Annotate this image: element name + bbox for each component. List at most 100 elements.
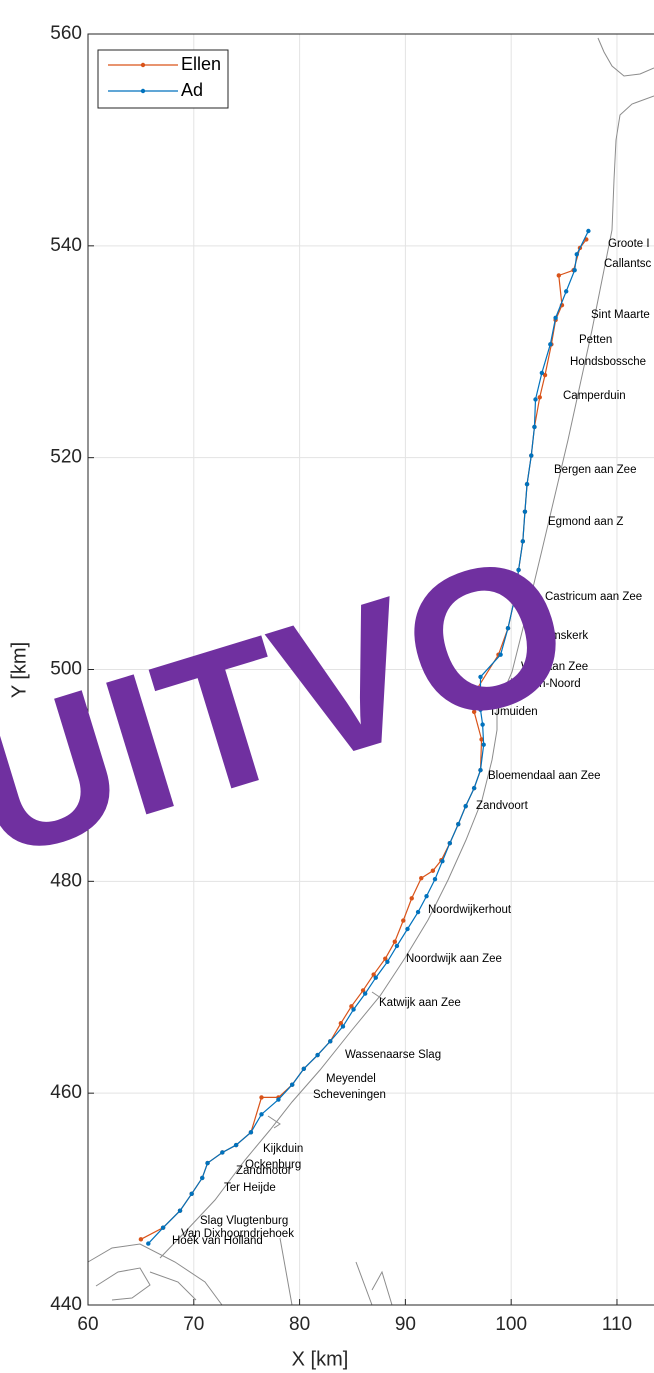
series-point bbox=[533, 397, 538, 402]
series-point bbox=[394, 943, 400, 949]
place-label: Callantsc bbox=[604, 258, 652, 270]
series-point bbox=[572, 267, 577, 273]
series-point bbox=[440, 859, 445, 864]
y-tick-label: 480 bbox=[50, 870, 82, 891]
x-tick-label: 70 bbox=[183, 1314, 204, 1335]
series-point bbox=[200, 1175, 205, 1181]
legend-box bbox=[97, 49, 229, 109]
legend: Ellen Ad bbox=[97, 49, 229, 109]
series-point bbox=[338, 1021, 344, 1026]
series-point bbox=[574, 252, 579, 257]
place-label: Wijk aan Zee bbox=[521, 661, 588, 673]
place-label: Zandmotor bbox=[236, 1165, 292, 1177]
series-point bbox=[548, 342, 553, 347]
series-point bbox=[392, 939, 398, 944]
series-point bbox=[553, 315, 558, 321]
series-point bbox=[456, 821, 461, 827]
x-tick-label: 80 bbox=[289, 1314, 310, 1335]
series-point bbox=[385, 959, 390, 965]
coastline-harbour bbox=[87, 685, 521, 1306]
series-point bbox=[463, 803, 468, 809]
legend-marker bbox=[140, 88, 146, 94]
x-tick-label: 60 bbox=[77, 1314, 98, 1335]
place-label: Bloemendaal aan Zee bbox=[488, 770, 601, 782]
series-point bbox=[529, 453, 534, 458]
series-point bbox=[516, 567, 521, 573]
y-tick-label: 500 bbox=[50, 659, 82, 680]
series-point bbox=[371, 972, 376, 977]
series-point bbox=[349, 1004, 354, 1009]
series-point bbox=[220, 1150, 225, 1155]
series-point bbox=[537, 395, 542, 400]
x-tick-label: 100 bbox=[495, 1314, 527, 1335]
series-point bbox=[424, 893, 429, 899]
series-point bbox=[471, 709, 477, 715]
series-point bbox=[189, 1191, 194, 1196]
series-point bbox=[415, 909, 421, 915]
axis-frame bbox=[87, 33, 654, 1306]
place-label: Camperduin bbox=[563, 390, 626, 402]
series-point bbox=[259, 1112, 264, 1117]
series-point bbox=[586, 228, 591, 234]
place-label: Petten bbox=[579, 334, 612, 346]
y-tick-label: 440 bbox=[50, 1294, 82, 1315]
series-point bbox=[479, 737, 484, 742]
legend-label: Ad bbox=[181, 80, 203, 100]
series-point bbox=[498, 652, 503, 657]
place-label: Slag Vlugtenburg bbox=[200, 1215, 288, 1227]
series-point bbox=[401, 918, 406, 923]
place-label: Scheveningen bbox=[313, 1089, 386, 1101]
series-point bbox=[522, 509, 528, 514]
series-point bbox=[471, 785, 477, 791]
y-axis-label: Y [km] bbox=[8, 642, 30, 698]
series-point bbox=[480, 722, 485, 727]
series-point bbox=[383, 956, 388, 961]
place-label: Wassenaarse Slag bbox=[345, 1049, 441, 1061]
series-point bbox=[177, 1208, 183, 1213]
series-point bbox=[289, 1082, 295, 1087]
axes: 440 460 480 500 520 540 560 60 70 80 90 100 110 bbox=[50, 23, 654, 1335]
series-point bbox=[351, 1007, 356, 1012]
series-point bbox=[373, 975, 378, 980]
series-point bbox=[248, 1130, 254, 1135]
x-tick-label: 90 bbox=[395, 1314, 416, 1335]
series-point bbox=[539, 370, 545, 376]
place-label: Egmond aan Z bbox=[548, 516, 623, 528]
place-label: Kijkduin bbox=[263, 1143, 303, 1155]
series-point bbox=[447, 841, 453, 846]
place-labels: Groote I Callantsc Sint Maarte Petten Hondsb… bbox=[172, 238, 652, 1247]
legend-marker bbox=[140, 62, 146, 68]
series-point bbox=[205, 1160, 210, 1166]
place-label: Noordwijk aan Zee bbox=[406, 953, 502, 965]
place-label: Groote I bbox=[608, 238, 650, 250]
series-point bbox=[301, 1066, 307, 1072]
place-label: Velsen-Noord bbox=[511, 678, 581, 690]
series-point bbox=[405, 926, 410, 932]
plot-area bbox=[138, 228, 591, 1246]
series-point bbox=[138, 1237, 144, 1242]
series-point bbox=[409, 896, 414, 901]
series-point bbox=[328, 1039, 333, 1044]
series-point bbox=[160, 1225, 166, 1230]
series-point bbox=[478, 674, 483, 680]
y-tick-label: 520 bbox=[50, 447, 82, 468]
place-label: Heemskerk bbox=[530, 630, 588, 642]
place-label: Zandvoort bbox=[476, 800, 529, 812]
x-axis-label: X [km] bbox=[292, 1348, 349, 1370]
series-point bbox=[146, 1241, 151, 1246]
series-line bbox=[140, 239, 587, 1240]
series-line bbox=[147, 230, 589, 1244]
series-point bbox=[467, 698, 473, 703]
series-point bbox=[362, 991, 368, 996]
series-point bbox=[340, 1024, 346, 1029]
series-point bbox=[430, 868, 436, 873]
x-tick-label: 110 bbox=[602, 1314, 632, 1335]
place-label: Noordwijkerhout bbox=[428, 904, 512, 916]
series-point bbox=[524, 481, 530, 487]
place-label: Meyendel bbox=[326, 1073, 376, 1085]
coastline-north bbox=[597, 37, 654, 77]
place-label: Ockenburg bbox=[245, 1159, 301, 1171]
place-label: Bergen aan Zee bbox=[554, 464, 636, 476]
